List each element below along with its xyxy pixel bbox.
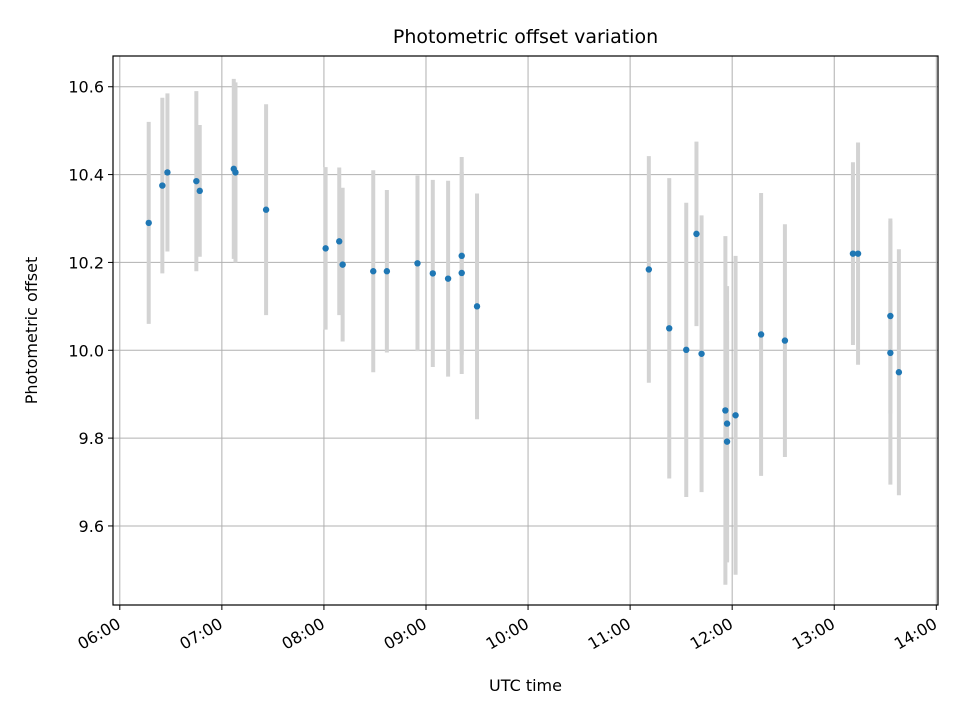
data-point [849, 250, 857, 257]
data-point [429, 270, 436, 277]
data-point [887, 312, 894, 320]
chart-title: Photometric offset variation [393, 26, 658, 48]
y-axis-ticks: 9.6 9.8 10.0 10.2 10.4 10.6 [68, 78, 113, 536]
data-point [722, 407, 729, 414]
data-point [444, 275, 452, 282]
data-point [683, 346, 690, 354]
y-tick-label: 9.6 [79, 517, 104, 536]
data-point [370, 268, 377, 275]
data-point [854, 250, 862, 257]
data-point [262, 206, 270, 213]
data-point [414, 260, 421, 267]
data-point [732, 412, 739, 419]
data-point [693, 230, 700, 238]
y-tick-label: 9.8 [79, 429, 104, 448]
data-point [196, 187, 203, 195]
y-tick-label: 10.2 [68, 253, 104, 272]
data-point [164, 169, 171, 176]
data-point [723, 420, 731, 427]
data-points [145, 165, 903, 445]
grid [113, 56, 938, 605]
data-point [322, 245, 329, 252]
data-point [383, 268, 391, 275]
data-point [193, 177, 200, 185]
data-point [895, 369, 903, 376]
data-point [145, 219, 152, 227]
y-axis-label: Photometric offset [22, 257, 41, 405]
data-point [458, 269, 465, 277]
data-point [645, 266, 653, 273]
data-point [458, 252, 465, 260]
data-point [339, 261, 346, 268]
y-tick-label: 10.4 [68, 166, 104, 185]
data-point [757, 331, 765, 338]
y-tick-label: 10.0 [68, 341, 104, 360]
data-point [159, 182, 166, 189]
data-point [781, 337, 789, 344]
x-axis-label: UTC time [489, 676, 562, 695]
data-point [232, 169, 239, 176]
data-point [698, 350, 705, 357]
data-point [336, 238, 343, 245]
data-point [723, 438, 731, 445]
y-tick-label: 10.6 [68, 78, 104, 97]
data-point [473, 303, 481, 310]
data-point [666, 325, 673, 332]
data-point [887, 349, 894, 357]
plot-frame [112, 55, 939, 606]
